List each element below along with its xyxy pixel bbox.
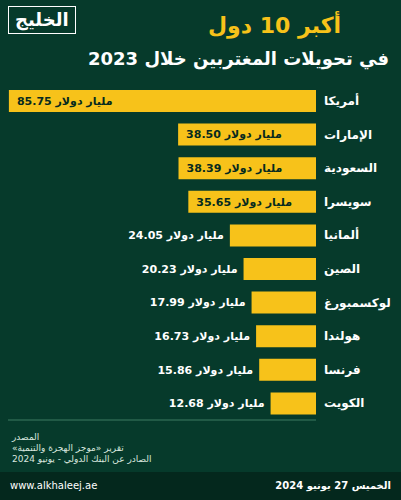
svg-text:35.65 مليار دولار: 35.65 مليار دولار bbox=[196, 196, 292, 209]
html-text:الخميس 27 يونيو 2024: الخميس 27 يونيو 2024 bbox=[275, 480, 391, 491]
svg-text:الإمارات: الإمارات bbox=[324, 128, 372, 142]
svg-text:الكويت: الكويت bbox=[324, 396, 364, 411]
html-text:المصدر: المصدر bbox=[12, 432, 40, 442]
svg-text:17.99 مليار دولار: 17.99 مليار دولار bbox=[150, 296, 246, 309]
html-text:في تحويلات المغتربين خلال 2023: في تحويلات المغتربين خلال 2023 bbox=[88, 48, 389, 69]
svg-text:هولندا: هولندا bbox=[324, 329, 360, 344]
svg-text:38.39 مليار دولار: 38.39 مليار دولار bbox=[187, 162, 283, 175]
svg-text:15.86 مليار دولار: 15.86 مليار دولار bbox=[157, 364, 253, 377]
svg-text:الصين: الصين bbox=[324, 262, 360, 276]
html-text:الخليج: الخليج bbox=[15, 9, 69, 30]
html-text:تقرير «موجز الهجرة والتنمية»: تقرير «موجز الهجرة والتنمية» bbox=[12, 443, 124, 453]
svg-text:السعودية: السعودية bbox=[324, 161, 377, 176]
svg-text:85.75 مليار دولار: 85.75 مليار دولار bbox=[17, 95, 113, 108]
svg-text:ألمانيا: ألمانيا bbox=[324, 227, 359, 242]
svg-text:أمريكا: أمريكا bbox=[324, 93, 359, 108]
svg-text:38.50 مليار دولار: 38.50 مليار دولار bbox=[186, 128, 282, 141]
svg-text:فرنسا: فرنسا bbox=[324, 363, 361, 377]
html-text:الصادر عن البنك الدولي - يونيو: الصادر عن البنك الدولي - يونيو 2024 bbox=[12, 454, 152, 464]
svg-text:12.68 مليار دولار: 12.68 مليار دولار bbox=[169, 397, 265, 410]
svg-text:20.23 مليار دولار: 20.23 مليار دولار bbox=[142, 263, 238, 276]
svg-text:16.73 مليار دولار: 16.73 مليار دولار bbox=[154, 330, 250, 343]
html-text:أكبر 10 دول: أكبر 10 دول bbox=[208, 13, 341, 38]
svg-text:سويسرا: سويسرا bbox=[324, 195, 372, 210]
html-text:www.alkhaleej.ae: www.alkhaleej.ae bbox=[10, 480, 98, 491]
svg-text:24.05 مليار دولار: 24.05 مليار دولار bbox=[128, 229, 224, 242]
svg-text:لوكسمبورغ: لوكسمبورغ bbox=[324, 296, 391, 311]
